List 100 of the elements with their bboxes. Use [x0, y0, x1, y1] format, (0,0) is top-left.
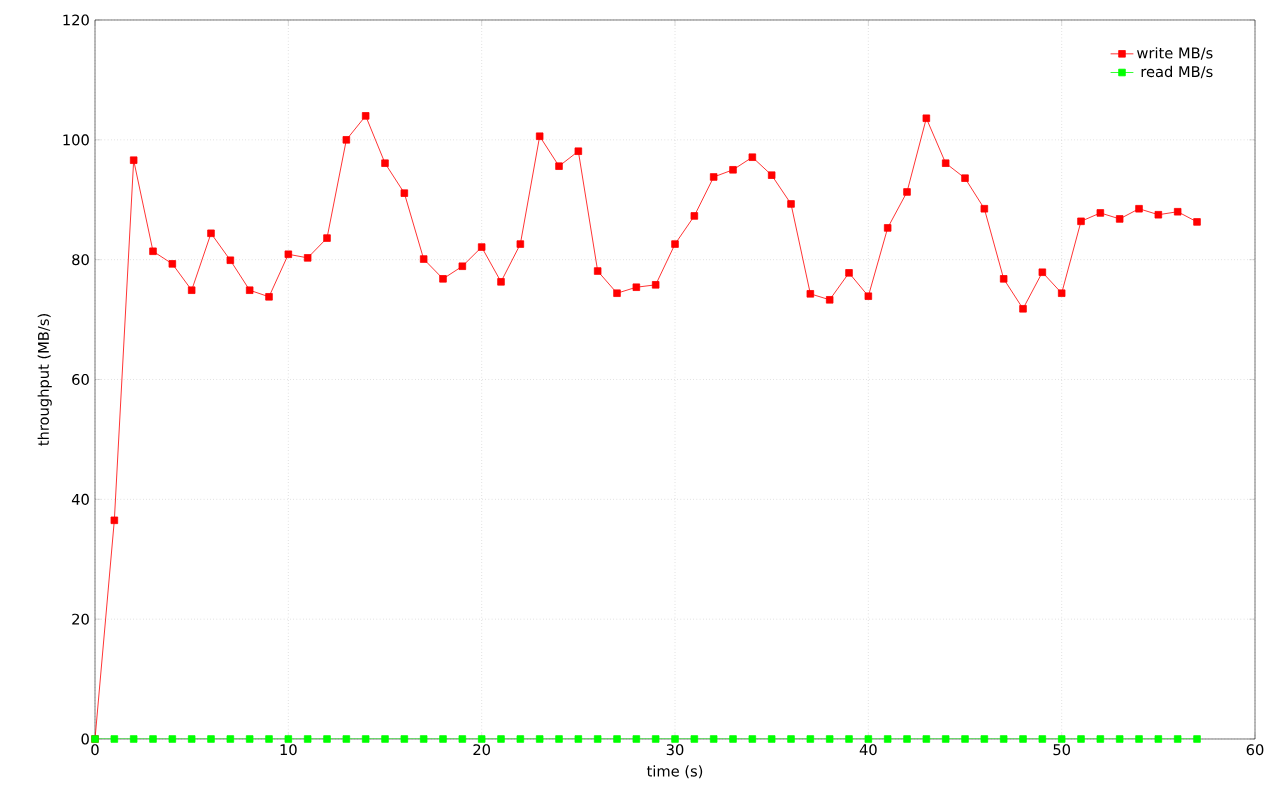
point [400, 735, 409, 743]
point [1173, 208, 1182, 216]
y-tick-label: 120 [63, 14, 89, 26]
point [168, 260, 177, 268]
point [245, 286, 254, 294]
point [748, 153, 757, 161]
point [613, 735, 621, 743]
point [613, 289, 621, 297]
point [980, 205, 989, 213]
point [806, 290, 815, 298]
point [149, 247, 157, 256]
y-tick-label: 80 [72, 254, 89, 266]
point [1096, 209, 1105, 217]
point [941, 159, 950, 167]
point [999, 735, 1008, 743]
point [497, 735, 505, 743]
point [323, 234, 331, 242]
point [265, 293, 273, 301]
point [129, 735, 138, 743]
point [651, 281, 660, 289]
point [593, 267, 602, 275]
point [767, 735, 776, 743]
point [1193, 218, 1201, 226]
point [400, 189, 409, 197]
x-tick-label: 30 [666, 744, 684, 756]
point [1019, 735, 1027, 743]
point [1077, 217, 1085, 226]
x-tick-label: 10 [280, 744, 297, 756]
point [864, 735, 873, 743]
point [1038, 735, 1047, 743]
point [787, 200, 795, 208]
point [1154, 210, 1163, 219]
point [806, 735, 815, 743]
point [961, 735, 969, 743]
point [883, 224, 892, 232]
point [767, 171, 776, 179]
point [226, 735, 235, 743]
point [825, 296, 834, 304]
point [323, 735, 331, 743]
point [168, 735, 177, 743]
point [1154, 735, 1163, 743]
point [1057, 735, 1066, 743]
point [1096, 735, 1105, 743]
point [999, 275, 1008, 283]
point [555, 735, 563, 743]
point [497, 278, 505, 286]
point [709, 173, 718, 181]
legend-label: read MB/s [1141, 65, 1213, 79]
point [574, 735, 583, 743]
point [845, 735, 853, 743]
point [671, 735, 679, 743]
point [245, 735, 254, 743]
point [903, 735, 911, 743]
point [477, 735, 486, 743]
x-tick-label: 0 [91, 744, 99, 756]
point [110, 735, 119, 743]
point [284, 250, 293, 258]
point [458, 735, 467, 743]
point [361, 112, 370, 120]
x-tick-label: 40 [859, 744, 877, 756]
point [516, 735, 525, 743]
point [439, 735, 447, 743]
point [284, 735, 293, 743]
point [419, 735, 428, 743]
point [207, 229, 215, 238]
point [149, 735, 157, 743]
point [1173, 735, 1182, 743]
point [110, 516, 119, 525]
point [187, 286, 196, 294]
point [555, 162, 563, 170]
point [535, 132, 544, 140]
point [1057, 289, 1066, 297]
legend-label: write MB/s [1137, 47, 1213, 60]
point [207, 735, 215, 743]
point [342, 136, 351, 144]
point [303, 254, 312, 262]
y-tick-label: 40 [71, 493, 89, 505]
point [1115, 735, 1124, 743]
y-axis-title: throughput (MB/s) [37, 314, 52, 446]
point [961, 174, 969, 182]
point [574, 147, 583, 155]
point [671, 240, 679, 248]
point [477, 243, 486, 251]
point [787, 735, 795, 743]
point [690, 212, 699, 220]
point [1019, 305, 1027, 313]
y-tick-label: 0 [81, 733, 89, 745]
y-tick-label: 20 [72, 613, 89, 625]
point [632, 283, 641, 291]
point [709, 735, 718, 743]
point [381, 735, 389, 743]
point [690, 735, 699, 743]
point [439, 275, 447, 283]
point [535, 735, 544, 743]
point [129, 156, 138, 164]
point [1135, 735, 1143, 743]
point [593, 735, 602, 743]
x-tick-label: 60 [1246, 744, 1264, 756]
point [883, 735, 892, 743]
point [1077, 735, 1085, 743]
